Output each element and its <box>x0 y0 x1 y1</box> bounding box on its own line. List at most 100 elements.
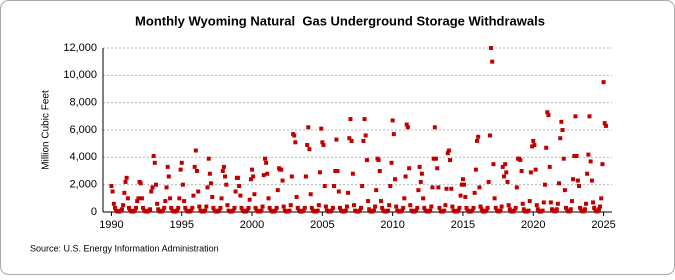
point <box>431 156 436 161</box>
point <box>205 185 210 190</box>
point <box>175 208 180 213</box>
point <box>389 160 394 165</box>
point <box>303 174 308 179</box>
point <box>273 208 278 213</box>
point <box>305 143 310 148</box>
point <box>589 178 594 183</box>
point <box>578 205 583 210</box>
point <box>553 209 558 214</box>
point <box>210 194 215 199</box>
point <box>470 208 475 213</box>
point <box>288 203 293 208</box>
point <box>346 190 351 195</box>
point <box>183 205 188 210</box>
point <box>498 208 503 213</box>
point <box>437 205 442 210</box>
point <box>125 196 130 201</box>
point <box>527 199 532 204</box>
point <box>121 203 126 208</box>
point <box>567 209 572 214</box>
point <box>112 205 117 210</box>
point <box>239 205 244 210</box>
point <box>444 186 449 191</box>
point <box>476 134 481 139</box>
point <box>281 204 286 209</box>
x-tick-label: 1995 <box>169 219 193 231</box>
point <box>207 171 212 176</box>
point <box>245 208 250 213</box>
point <box>192 164 197 169</box>
point <box>148 207 153 212</box>
point <box>471 205 476 210</box>
point <box>330 205 335 210</box>
point <box>457 205 462 210</box>
point <box>556 181 561 186</box>
point <box>250 167 255 172</box>
point <box>141 205 146 210</box>
y-tick-label: 6,000 <box>69 124 97 136</box>
point <box>530 144 535 149</box>
point <box>336 189 341 194</box>
point <box>309 205 314 210</box>
point <box>405 125 410 130</box>
x-tick-label: 2010 <box>380 219 404 231</box>
point <box>462 182 467 187</box>
point <box>332 184 337 189</box>
point <box>534 203 539 208</box>
point <box>464 205 469 210</box>
point <box>156 207 161 212</box>
point <box>292 133 297 138</box>
point <box>176 205 181 210</box>
point <box>490 59 495 64</box>
point <box>532 143 537 148</box>
point <box>274 205 279 210</box>
point <box>407 166 412 171</box>
point <box>235 175 240 180</box>
point <box>123 179 128 184</box>
point <box>463 194 468 199</box>
y-tick-label: 0 <box>91 206 97 218</box>
point <box>512 208 517 213</box>
point <box>267 205 272 210</box>
point <box>430 185 435 190</box>
source-note: Source: U.S. Energy Information Administ… <box>30 243 219 253</box>
point <box>264 160 269 165</box>
point <box>442 208 447 213</box>
point <box>400 208 405 213</box>
point <box>599 196 604 201</box>
point <box>220 169 225 173</box>
point <box>548 200 553 205</box>
point <box>374 188 379 193</box>
point <box>391 132 396 137</box>
point <box>585 171 590 176</box>
point <box>520 201 525 206</box>
point <box>191 193 196 198</box>
point <box>224 182 229 187</box>
point <box>289 174 294 179</box>
point <box>544 145 549 150</box>
point <box>334 137 339 142</box>
point <box>134 205 139 210</box>
point <box>295 205 300 210</box>
point <box>196 189 201 194</box>
point <box>600 162 605 167</box>
point <box>376 158 381 163</box>
point <box>322 184 327 189</box>
point <box>190 205 195 210</box>
point <box>223 174 228 179</box>
point <box>260 204 265 209</box>
point <box>321 143 326 148</box>
point <box>122 190 127 195</box>
point <box>445 151 450 156</box>
point <box>403 174 408 179</box>
point <box>493 205 498 210</box>
point <box>164 185 169 190</box>
point <box>518 158 523 163</box>
point <box>351 203 356 208</box>
point <box>418 179 423 184</box>
point <box>361 138 366 143</box>
point <box>180 182 185 187</box>
point <box>415 205 420 210</box>
point <box>422 205 427 210</box>
point <box>502 174 507 179</box>
